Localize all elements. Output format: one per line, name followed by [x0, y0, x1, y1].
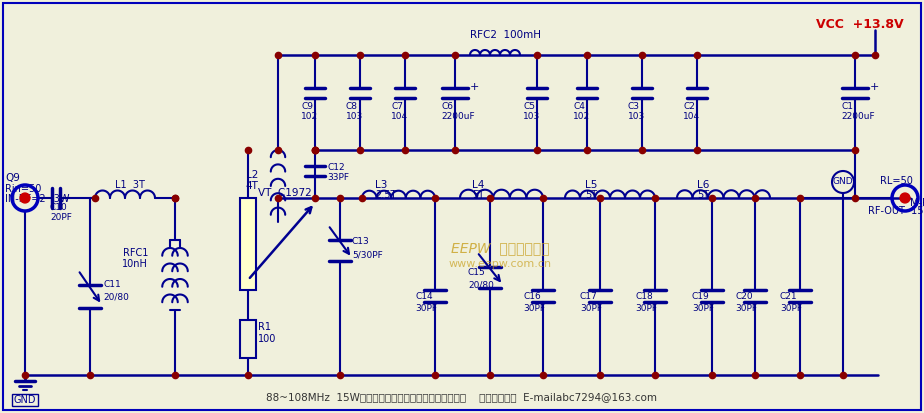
Text: C7: C7 [391, 102, 403, 111]
Text: C18: C18 [635, 292, 652, 301]
Text: 5/30PF: 5/30PF [352, 250, 383, 259]
Text: R1: R1 [258, 322, 271, 332]
Text: 20/80: 20/80 [103, 292, 128, 301]
Text: C19: C19 [692, 292, 710, 301]
Text: 30PF: 30PF [580, 304, 602, 313]
Text: 30PF: 30PF [692, 304, 714, 313]
Text: 88~108MHz  15W调频发射机高频功率放大器电路原理图    作者：李士飞  E-mailabc7294@163.com: 88~108MHz 15W调频发射机高频功率放大器电路原理图 作者：李士飞 E-… [266, 392, 658, 402]
Text: M-R: M-R [910, 198, 924, 208]
Text: 33PF: 33PF [327, 173, 349, 182]
Text: C20: C20 [735, 292, 753, 301]
Text: EEPW  电子产品世界: EEPW 电子产品世界 [451, 241, 549, 255]
Text: 100: 100 [258, 334, 276, 344]
Text: +: + [870, 82, 880, 92]
Text: VCC  +13.8V: VCC +13.8V [816, 18, 904, 31]
Text: 103: 103 [628, 112, 645, 121]
Text: 104: 104 [683, 112, 700, 121]
FancyBboxPatch shape [240, 198, 256, 290]
Text: C17: C17 [580, 292, 598, 301]
Text: 30PF: 30PF [415, 304, 437, 313]
Text: 5T: 5T [697, 190, 709, 200]
Text: L5: L5 [585, 180, 598, 190]
Text: GND: GND [14, 395, 36, 405]
Text: L2: L2 [246, 170, 258, 180]
Text: C4: C4 [573, 102, 585, 111]
Text: Q9: Q9 [5, 173, 20, 183]
Text: C15: C15 [468, 268, 486, 277]
Text: VT  C1972: VT C1972 [258, 188, 311, 198]
Text: C10: C10 [50, 203, 67, 212]
Text: C3: C3 [628, 102, 640, 111]
Text: C11: C11 [103, 280, 121, 289]
Text: 5T: 5T [472, 190, 484, 200]
Text: L1  3T: L1 3T [115, 180, 145, 190]
Text: 4T: 4T [245, 181, 258, 191]
Text: 104: 104 [391, 112, 408, 121]
Text: C13: C13 [352, 237, 370, 246]
Text: C21: C21 [780, 292, 797, 301]
Text: C12: C12 [327, 163, 345, 172]
Text: 103: 103 [346, 112, 363, 121]
Text: 20PF: 20PF [50, 213, 72, 222]
Text: L6: L6 [697, 180, 710, 190]
Text: C6: C6 [441, 102, 453, 111]
Text: C14: C14 [415, 292, 432, 301]
Text: L4: L4 [472, 180, 484, 190]
Text: RL=50: RL=50 [880, 176, 913, 186]
FancyBboxPatch shape [240, 320, 256, 358]
Text: C16: C16 [523, 292, 541, 301]
Text: Rin=50: Rin=50 [5, 184, 42, 194]
Text: RF-OUT  15W: RF-OUT 15W [868, 206, 924, 216]
Text: IN-RF=2~3W: IN-RF=2~3W [5, 194, 69, 204]
Text: 30PF: 30PF [780, 304, 802, 313]
Text: 2.5T: 2.5T [375, 190, 396, 200]
Text: 30PF: 30PF [735, 304, 757, 313]
Text: RFC2  100mH: RFC2 100mH [470, 30, 541, 40]
FancyBboxPatch shape [3, 3, 921, 410]
Text: C2: C2 [683, 102, 695, 111]
Text: 103: 103 [523, 112, 541, 121]
Text: C1: C1 [841, 102, 853, 111]
Text: 30PF: 30PF [635, 304, 657, 313]
Text: +: + [470, 82, 480, 92]
Circle shape [900, 193, 910, 203]
Text: L3: L3 [375, 180, 387, 190]
Text: 102: 102 [301, 112, 318, 121]
Text: 10nH: 10nH [122, 259, 148, 269]
Text: C8: C8 [346, 102, 358, 111]
Text: C9: C9 [301, 102, 313, 111]
Text: 5T: 5T [585, 190, 597, 200]
Text: 2200uF: 2200uF [441, 112, 475, 121]
Text: C5: C5 [523, 102, 535, 111]
Text: RFC1: RFC1 [123, 248, 148, 258]
Text: www.eepw.com.cn: www.eepw.com.cn [448, 259, 552, 269]
Text: 20/80: 20/80 [468, 280, 493, 289]
Circle shape [20, 193, 30, 203]
Text: 102: 102 [573, 112, 590, 121]
Text: GND: GND [833, 178, 853, 187]
Text: 30PF: 30PF [523, 304, 545, 313]
Text: 2200uF: 2200uF [841, 112, 875, 121]
